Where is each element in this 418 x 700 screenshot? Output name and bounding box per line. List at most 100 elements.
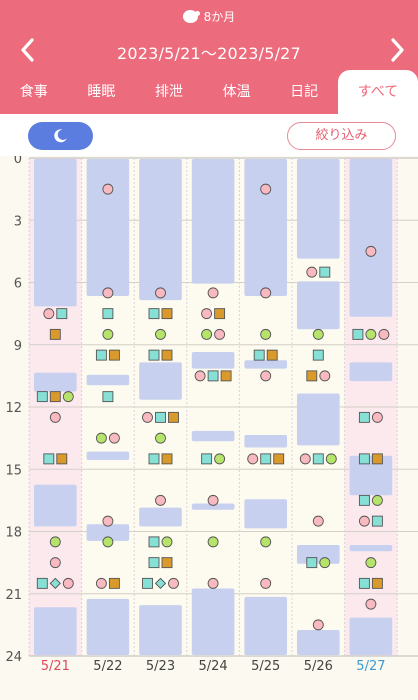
diaper-marker: [95, 349, 107, 361]
poop-marker: [49, 391, 61, 403]
y-tick-label: 24: [5, 650, 22, 665]
tab-all[interactable]: すべて: [337, 70, 418, 114]
sleep-block: [86, 598, 130, 655]
sleep-block: [349, 617, 393, 655]
meal-marker: [378, 328, 390, 340]
temperature-marker: [102, 536, 114, 548]
tab-meal[interactable]: 食事: [19, 84, 48, 100]
sleep-block: [139, 362, 182, 400]
diaper-marker: [102, 391, 114, 403]
meal-marker: [155, 494, 166, 506]
next-week-button[interactable]: [382, 35, 412, 65]
diaper-marker: [155, 411, 166, 423]
diaper-marker: [260, 453, 272, 465]
meal-marker: [299, 453, 311, 465]
sleep-block: [139, 159, 182, 301]
temperature-marker: [102, 328, 114, 340]
y-tick-label: 9: [14, 339, 22, 354]
meal-marker: [207, 287, 219, 299]
timeline-svg: 0 3 6 9 12 15 18 21 24 5/21 5/22 5/23 5/24 5/25 5/26 5/…: [5, 156, 418, 674]
diaper-marker: [56, 308, 68, 320]
meal-marker: [95, 577, 107, 589]
prev-week-button[interactable]: [13, 35, 43, 65]
meal-marker: [49, 557, 61, 569]
sleep-block: [349, 544, 393, 552]
sleep-block: [191, 159, 235, 284]
temperature-marker: [155, 328, 166, 340]
poop-marker: [161, 308, 173, 320]
sleep-block: [86, 159, 130, 297]
tab-diary[interactable]: 日記: [290, 84, 319, 100]
tab-sleep[interactable]: 睡眠: [87, 84, 116, 100]
night-mode-toggle[interactable]: [28, 122, 93, 150]
meal-marker: [207, 577, 219, 589]
filter-button[interactable]: 絞り込み: [287, 122, 396, 150]
diaper-marker: [358, 411, 370, 423]
meal-marker: [260, 287, 272, 299]
temperature-marker: [365, 328, 377, 340]
date-label: 5/21: [41, 659, 70, 674]
date-label: 5/27: [356, 659, 385, 674]
meal-marker: [108, 432, 120, 444]
sleep-block: [86, 524, 130, 541]
poop-marker: [108, 349, 120, 361]
diaper-marker: [358, 577, 370, 589]
poop-marker: [220, 370, 232, 382]
poop-marker: [266, 349, 278, 361]
sleep-block: [34, 484, 77, 527]
diaper-marker: [36, 577, 48, 589]
chevron-right-icon: [391, 38, 404, 62]
sleep-block: [139, 605, 182, 655]
temperature-marker: [214, 453, 226, 465]
meal-marker: [306, 266, 318, 278]
sleep-block: [191, 430, 235, 442]
temperature-marker: [260, 328, 272, 340]
tab-temperature[interactable]: 体温: [222, 84, 251, 100]
temperature-marker: [62, 391, 74, 403]
meal-marker: [43, 308, 55, 320]
diaper-marker: [148, 308, 160, 320]
child-age: 8か月: [0, 8, 418, 25]
meal-marker: [102, 287, 114, 299]
diaper-marker: [36, 391, 48, 403]
diaper-marker: [352, 328, 364, 340]
diaper-marker: [312, 349, 324, 361]
diaper-marker: [148, 349, 160, 361]
sleep-block: [297, 393, 340, 446]
sleep-block: [86, 451, 130, 460]
meal-marker: [194, 370, 206, 382]
diaper-marker: [142, 577, 153, 589]
meal-marker: [155, 287, 166, 299]
diaper-marker: [253, 349, 265, 361]
sleep-block: [34, 607, 77, 655]
meal-marker: [214, 328, 226, 340]
tab-excretion[interactable]: 排泄: [154, 84, 183, 100]
temperature-marker: [49, 536, 61, 548]
diaper-marker: [358, 494, 370, 506]
poop-marker: [49, 328, 61, 340]
meal-marker: [168, 577, 179, 589]
sleep-block: [349, 455, 393, 496]
poop-marker: [273, 453, 285, 465]
temperature-marker: [207, 536, 219, 548]
category-tabs: 食事 睡眠 排泄 体温 日記 すべて: [0, 70, 418, 114]
poop-marker: [108, 577, 120, 589]
sleep-block: [244, 596, 287, 655]
poop-marker: [161, 349, 173, 361]
temperature-marker: [365, 557, 377, 569]
weekly-timeline-chart: 0 3 6 9 12 15 18 21 24 5/21 5/22 5/23 5/24 5/25 5/26 5/…: [0, 156, 418, 700]
sleep-block: [191, 588, 235, 655]
meal-marker: [312, 515, 324, 527]
y-tick-label: 21: [5, 588, 22, 603]
poop-marker: [161, 453, 173, 465]
meal-marker: [319, 370, 331, 382]
date-label: 5/23: [146, 659, 175, 674]
meal-marker: [260, 183, 272, 195]
diaper-marker: [358, 453, 370, 465]
temperature-marker: [325, 453, 337, 465]
diaper-marker: [319, 266, 331, 278]
sleep-block: [191, 503, 235, 510]
sleep-block: [86, 374, 130, 386]
diaper-marker: [312, 453, 324, 465]
sleep-block: [349, 362, 393, 382]
